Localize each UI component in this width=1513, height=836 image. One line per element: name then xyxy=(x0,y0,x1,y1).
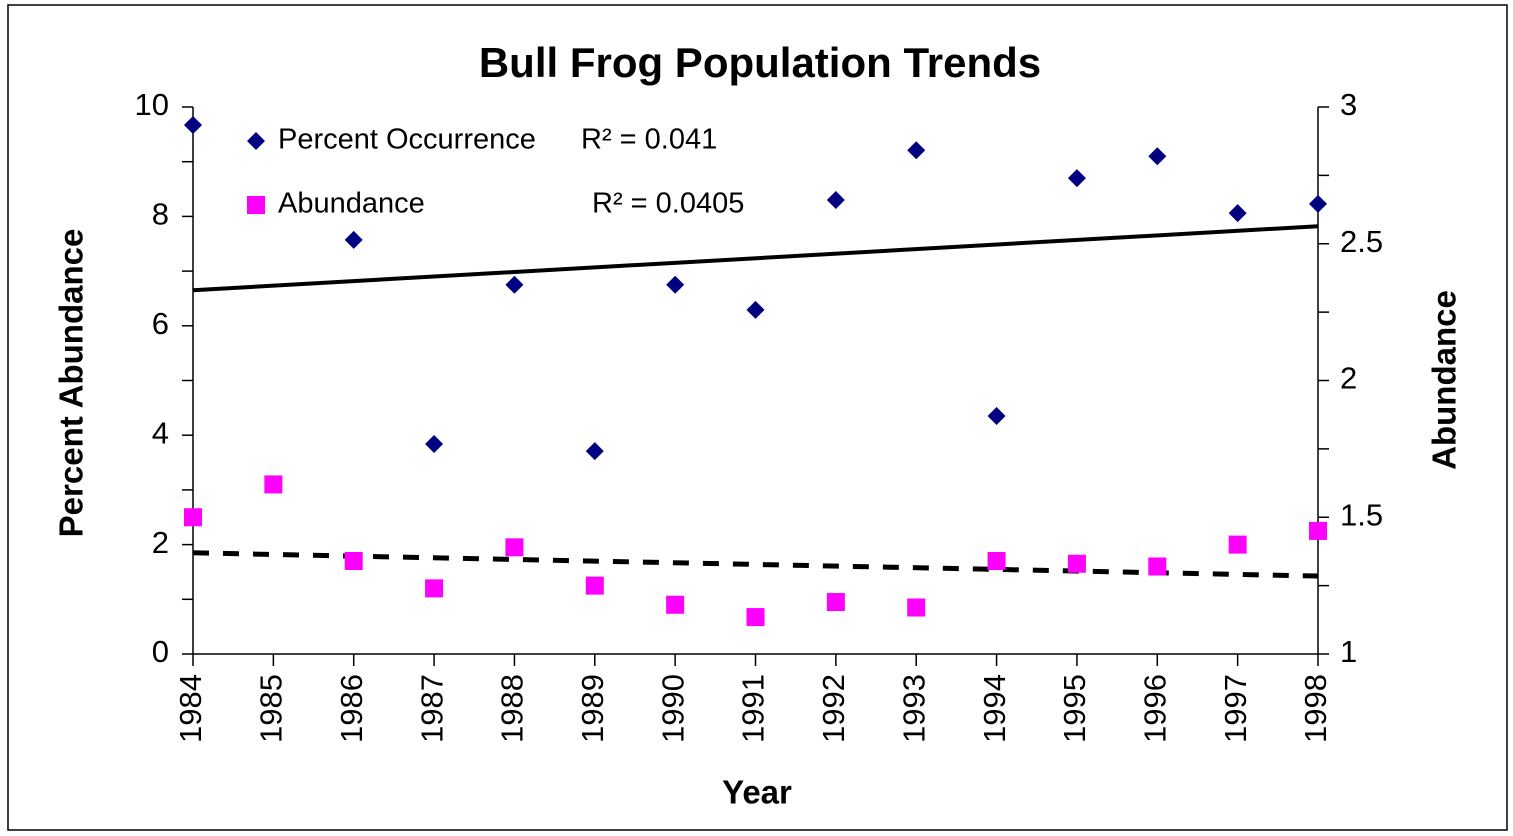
point xyxy=(1309,194,1327,213)
x-tick-label: 1990 xyxy=(655,674,690,743)
point xyxy=(666,595,685,614)
y2-axis-label: Abundance xyxy=(1426,290,1463,470)
x-tick-label: 1987 xyxy=(414,674,449,743)
chart-title: Bull Frog Population Trends xyxy=(479,39,1041,86)
point xyxy=(505,275,524,294)
point xyxy=(746,608,765,627)
x-tick-label: 1994 xyxy=(977,674,1012,743)
point xyxy=(425,434,444,453)
y-tick-label: 4 xyxy=(152,415,169,450)
y-axis-label: Percent Abundance xyxy=(53,229,90,538)
point xyxy=(1228,535,1247,554)
y-tick-label: 8 xyxy=(152,197,169,232)
y-tick-label: 2 xyxy=(152,525,169,560)
point xyxy=(1148,147,1167,166)
y2-tick-label: 1 xyxy=(1340,634,1357,669)
legend-marker xyxy=(247,196,265,214)
x-tick-label: 1986 xyxy=(334,674,369,743)
point xyxy=(1228,204,1247,223)
point xyxy=(344,230,363,249)
x-tick-label: 1988 xyxy=(495,674,530,743)
x-tick-label: 1992 xyxy=(816,674,851,743)
trendline-label: R² = 0.0405 xyxy=(592,188,744,220)
point xyxy=(826,190,845,209)
point xyxy=(1067,169,1086,188)
x-tick-label: 1989 xyxy=(575,674,610,743)
x-tick-label: 1995 xyxy=(1057,674,1092,743)
x-tick-label: 1991 xyxy=(736,674,771,743)
x-tick-label: 1998 xyxy=(1298,674,1333,743)
x-tick-label: 1984 xyxy=(173,674,208,743)
point xyxy=(184,508,202,527)
point xyxy=(666,275,685,294)
point xyxy=(505,538,524,557)
point xyxy=(585,442,604,461)
x-tick-label: 1993 xyxy=(896,674,931,743)
point xyxy=(184,116,202,135)
point xyxy=(1309,521,1327,540)
x-tick-label: 1985 xyxy=(254,674,289,743)
y-tick-label: 10 xyxy=(135,87,169,122)
y2-tick-label: 2.5 xyxy=(1340,224,1383,259)
y-tick-label: 0 xyxy=(152,634,169,669)
point xyxy=(425,579,444,598)
trendline xyxy=(192,224,1319,293)
trendline xyxy=(192,550,1319,579)
point xyxy=(826,593,845,612)
legend-label: Percent Occurrence xyxy=(278,124,536,156)
point xyxy=(1067,554,1086,573)
legend-label: Abundance xyxy=(278,188,425,220)
y2-tick-label: 2 xyxy=(1340,361,1357,396)
point xyxy=(746,300,765,319)
x-axis-label: Year xyxy=(722,774,792,811)
point xyxy=(987,552,1006,571)
point xyxy=(907,598,926,617)
point xyxy=(344,552,363,571)
trendline-label: R² = 0.041 xyxy=(581,124,717,156)
y2-tick-label: 1.5 xyxy=(1340,497,1383,532)
point xyxy=(264,475,283,494)
point xyxy=(907,141,926,160)
y-tick-label: 6 xyxy=(152,306,169,341)
y2-tick-label: 3 xyxy=(1340,87,1357,122)
x-tick-label: 1997 xyxy=(1218,674,1253,743)
point xyxy=(987,407,1006,426)
legend-marker xyxy=(247,132,265,150)
x-tick-label: 1996 xyxy=(1137,674,1172,743)
point xyxy=(1148,557,1167,576)
point xyxy=(585,576,604,595)
